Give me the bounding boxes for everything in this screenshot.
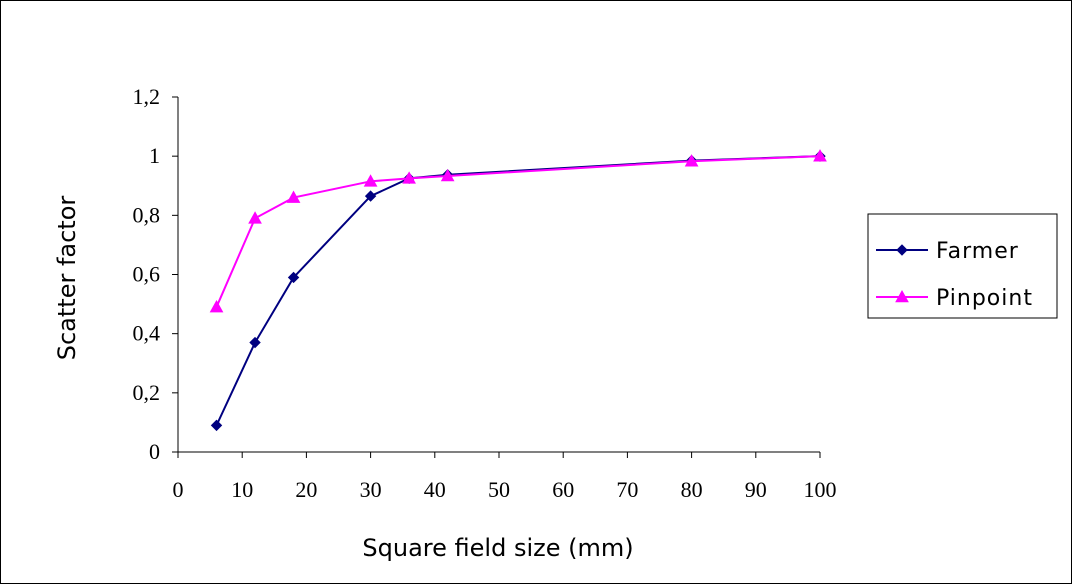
y-tick-label: 1 [149,143,160,168]
y-tick-label: 0,2 [133,380,161,405]
x-tick-label: 50 [488,477,510,502]
data-point-pinpoint [684,154,699,167]
data-point-farmer [287,271,300,284]
data-point-farmer [364,190,377,202]
series-layer [209,149,827,432]
x-tick-label: 40 [424,477,446,502]
legend-marker-pinpoint [895,289,909,303]
legend-label-farmer: Farmer [936,239,1019,264]
y-tick-label: 0,4 [133,321,161,346]
y-tick-label: 0,8 [133,202,161,227]
y-tick-label: 0 [149,439,160,464]
series-farmer [210,150,826,432]
x-tick-label: 80 [681,477,703,502]
legend-label-pinpoint: Pinpoint [936,286,1033,311]
x-tick-label: 70 [616,477,638,502]
data-point-pinpoint [813,149,827,162]
data-point-pinpoint [286,190,301,203]
data-point-farmer [210,419,223,432]
y-tick-label: 0,6 [133,262,161,287]
x-tick-label: 30 [360,477,382,502]
y-tick-label: 1,2 [133,84,161,109]
data-point-pinpoint [209,300,224,313]
data-point-pinpoint [248,211,262,224]
x-tick-label: 20 [295,477,317,502]
x-tick-label: 90 [745,477,767,502]
x-tick-label: 100 [804,477,837,502]
data-point-pinpoint [363,174,378,187]
y-axis-title: Scatter factor [53,196,81,361]
legend: Farmer Pinpoint [867,213,1058,319]
x-tick-label: 0 [173,477,184,502]
series-pinpoint [209,149,827,313]
x-tick-label: 60 [552,477,574,502]
axes: 0 0,2 0,4 0,6 0,8 1 1,2 0 10 20 30 40 50 60 70 80 90 100 [133,84,837,502]
series-line-pinpoint [215,155,821,308]
x-axis-title: Square field size (mm) [362,534,633,562]
data-point-farmer [249,336,261,349]
legend-marker-farmer [896,244,908,256]
data-point-pinpoint [440,168,455,182]
data-point-pinpoint [402,171,416,184]
series-line-farmer [215,155,821,426]
x-tick-label: 10 [231,477,253,502]
